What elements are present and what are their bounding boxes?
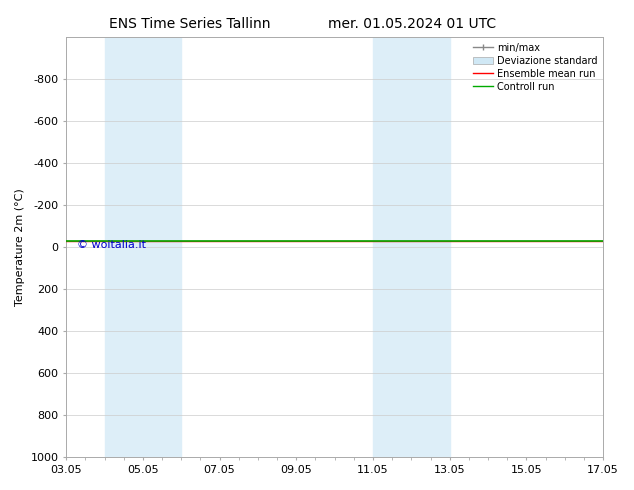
- Bar: [105, 37, 181, 457]
- Text: mer. 01.05.2024 01 UTC: mer. 01.05.2024 01 UTC: [328, 17, 496, 31]
- Text: © woitalia.it: © woitalia.it: [77, 240, 146, 250]
- Text: ENS Time Series Tallinn: ENS Time Series Tallinn: [110, 17, 271, 31]
- Y-axis label: Temperature 2m (°C): Temperature 2m (°C): [15, 188, 25, 306]
- Bar: [373, 37, 450, 457]
- Legend: min/max, Deviazione standard, Ensemble mean run, Controll run: min/max, Deviazione standard, Ensemble m…: [470, 39, 601, 96]
